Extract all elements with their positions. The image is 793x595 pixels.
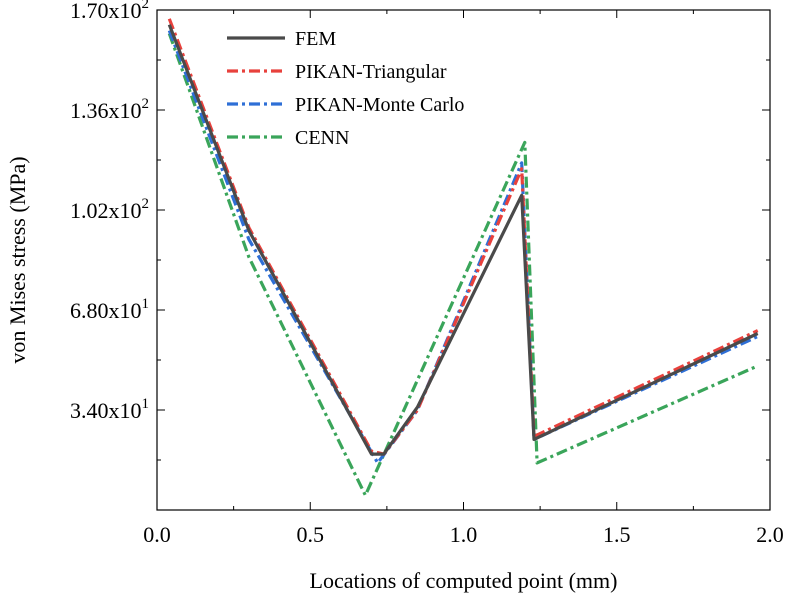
x-tick-label: 0.0	[143, 522, 171, 547]
y-tick-label: 1.70x102	[70, 0, 149, 23]
series-lines	[167, 18, 759, 497]
x-tick-label: 1.0	[450, 522, 478, 547]
series-line-fem	[167, 24, 759, 456]
legend-label: FEM	[295, 28, 336, 50]
y-tick-mantissa: 1.02x10	[70, 198, 142, 223]
tick-marks	[156, 9, 771, 510]
legend-label: PIKAN-Triangular	[295, 61, 447, 83]
y-tick-exponent: 2	[142, 0, 150, 12]
series-line-pikan-triangular	[167, 18, 759, 456]
y-tick-mantissa: 1.70x10	[70, 0, 142, 23]
legend-label: PIKAN-Monte Carlo	[295, 94, 464, 116]
y-axis-title: von Mises stress (MPa)	[5, 156, 30, 363]
y-tick-label: 1.02x102	[70, 196, 149, 223]
y-tick-exponent: 2	[142, 96, 150, 112]
y-tick-exponent: 2	[142, 196, 150, 212]
y-tick-mantissa: 3.40x10	[70, 398, 142, 423]
y-tick-label: 6.80x101	[70, 296, 149, 323]
plot-frame	[156, 9, 771, 511]
y-tick-label: 1.36x102	[70, 96, 149, 123]
tick-labels: 0.0 0.5 1.0 1.5 2.03.40x1016.80x1011.02x1021…	[70, 0, 784, 547]
legend: FEM PIKAN-Triangular PIKAN-Monte Carlo CENN	[227, 28, 464, 149]
y-tick-mantissa: 1.36x10	[70, 98, 142, 123]
y-tick-exponent: 1	[142, 396, 150, 412]
y-tick-exponent: 1	[142, 296, 150, 312]
legend-label: CENN	[295, 127, 349, 149]
y-tick-mantissa: 6.80x10	[70, 298, 142, 323]
series-line-pikan-monte-carlo	[167, 30, 759, 465]
x-tick-label: 0.5	[297, 522, 325, 547]
x-axis-title: Locations of computed point (mm)	[310, 568, 618, 593]
y-tick-label: 3.40x101	[70, 396, 149, 423]
x-tick-label: 1.5	[603, 522, 631, 547]
x-tick-label: 2.0	[756, 522, 784, 547]
